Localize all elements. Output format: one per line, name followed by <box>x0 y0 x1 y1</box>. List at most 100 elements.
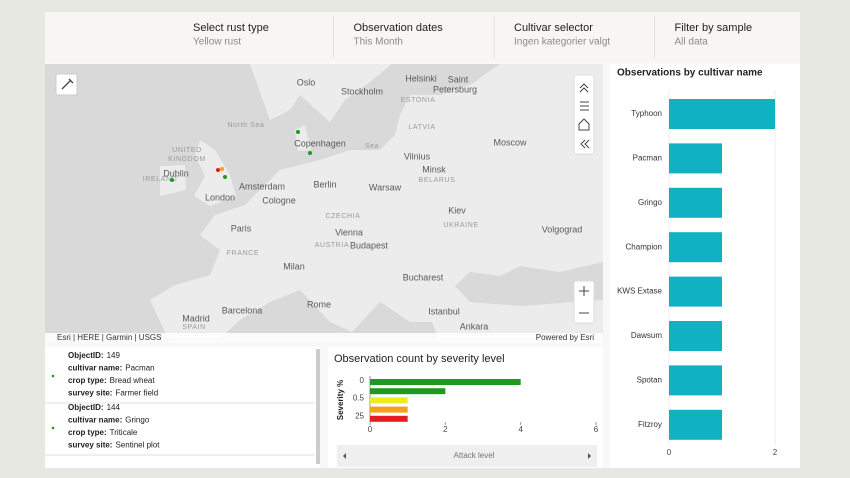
region-label: North Sea <box>228 122 265 129</box>
filter-title: Observation dates <box>354 22 444 34</box>
scrollbar[interactable] <box>316 349 320 464</box>
city-label: Kiev <box>448 205 466 215</box>
filter-value: Ingen kategorier valgt <box>514 37 610 48</box>
water <box>215 290 440 343</box>
bar <box>669 143 722 174</box>
city-label: Paris <box>231 223 252 233</box>
field-key: survey site: <box>68 389 112 398</box>
city-label: Madrid <box>182 313 210 323</box>
cultivar-panel <box>610 64 800 468</box>
range-slider[interactable] <box>337 445 597 467</box>
expand-button[interactable] <box>580 139 590 149</box>
land <box>250 64 392 122</box>
feature-list <box>45 347 320 468</box>
list-bullet <box>51 374 55 378</box>
attribution: Esri | HERE | Garmin | USGS <box>57 333 161 342</box>
y-tick-label: Pacman <box>633 154 662 163</box>
region-label: KINGDOM <box>168 156 206 163</box>
observation-point[interactable] <box>220 167 224 171</box>
bar <box>370 397 408 404</box>
region-label: BELARUS <box>419 177 456 184</box>
filter-title: Filter by sample <box>675 22 753 34</box>
attribution-bar <box>45 333 603 343</box>
zoom-in[interactable] <box>579 286 589 296</box>
city-label: Volgograd <box>542 224 583 234</box>
legend-button[interactable] <box>580 101 589 111</box>
city-label: Stockholm <box>341 86 383 96</box>
city-label: Amsterdam <box>239 181 285 191</box>
field: crop type: Triticale <box>68 428 138 437</box>
city-label: Berlin <box>313 179 336 189</box>
filter-title: Select rust type <box>193 22 269 34</box>
city-label: Bucharest <box>403 272 444 282</box>
city-label: Rome <box>307 299 331 309</box>
city-label: Saint <box>448 74 469 84</box>
x-tick-label: 0 <box>667 448 672 457</box>
filter-value: All data <box>675 37 709 48</box>
bar <box>669 321 722 351</box>
field-value: Gringo <box>125 416 150 425</box>
bar <box>370 379 521 385</box>
collapse-button[interactable] <box>579 83 589 93</box>
region-label: SPAIN <box>182 324 206 331</box>
y-tick-label: Fitzroy <box>638 420 662 429</box>
region-label: UNITED <box>172 147 202 154</box>
city-label: Copenhagen <box>294 138 346 148</box>
filter-title: Cultivar selector <box>514 22 593 34</box>
bar <box>669 99 775 129</box>
city-label: Cologne <box>262 195 296 205</box>
field: cultivar name: Gringo <box>68 416 150 425</box>
field-value: Farmer field <box>115 389 158 398</box>
x-tick-label: 6 <box>594 425 599 434</box>
field-key: survey site: <box>68 441 112 450</box>
observation-point[interactable] <box>223 175 227 179</box>
city-label: Dublin <box>163 168 189 178</box>
observation-point[interactable] <box>170 178 174 182</box>
bar <box>669 187 722 218</box>
field-value: 149 <box>107 351 121 360</box>
field: cultivar name: Pacman <box>68 364 155 373</box>
powered-by: Powered by Esri <box>536 333 594 342</box>
home-button[interactable] <box>578 118 590 131</box>
bar <box>370 406 408 413</box>
bar <box>669 232 722 263</box>
city-label: Istanbul <box>428 306 460 316</box>
header-bar <box>45 12 800 62</box>
bar <box>669 365 722 396</box>
slider-left[interactable] <box>343 453 346 459</box>
region-label: AUSTRIA <box>315 242 350 249</box>
city-label: Ankara <box>460 321 489 331</box>
filter-value: This Month <box>354 37 403 48</box>
city-label: Warsaw <box>369 182 402 192</box>
region-label: IRELAND <box>143 176 178 183</box>
list-bullet <box>51 426 55 430</box>
observation-point[interactable] <box>296 130 300 134</box>
bar <box>669 276 722 307</box>
city-label: Milan <box>283 261 305 271</box>
city-label: Helsinki <box>405 73 437 83</box>
y-tick-label: Champion <box>626 242 662 251</box>
field: ObjectID: 149 <box>68 351 120 360</box>
y-tick-label: Typhoon <box>631 109 662 118</box>
region-label: UKRAINE <box>443 222 478 229</box>
slider-right[interactable] <box>588 453 591 459</box>
city-label: Vilnius <box>404 151 431 161</box>
city-label: London <box>205 192 235 202</box>
observation-point[interactable] <box>216 168 220 172</box>
region-label: LATVIA <box>408 124 435 131</box>
city-label: Moscow <box>493 137 527 147</box>
field-key: ObjectID: <box>68 403 104 412</box>
x-tick-label: 2 <box>443 425 448 434</box>
field: survey site: Sentinel plot <box>68 441 160 450</box>
field-value: Pacman <box>125 364 154 373</box>
city-label: Budapest <box>350 240 389 250</box>
observation-point[interactable] <box>308 151 312 155</box>
city-label: Barcelona <box>222 305 263 315</box>
city-label: Petersburg <box>433 84 477 94</box>
wrench-icon <box>61 78 74 90</box>
x-tick-label: 2 <box>773 448 778 457</box>
y-tick-label: 0.5 <box>353 394 365 403</box>
